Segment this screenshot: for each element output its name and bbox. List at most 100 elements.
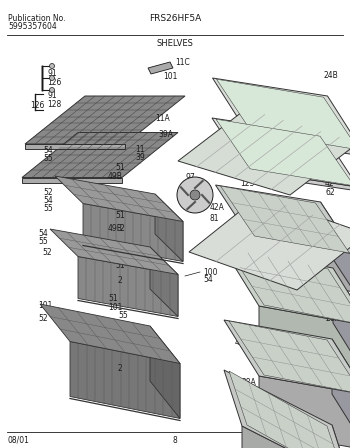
Text: 81: 81 [210,214,219,223]
Polygon shape [332,339,350,448]
Text: 91: 91 [47,69,57,78]
Text: 51: 51 [115,163,125,172]
Polygon shape [212,118,350,187]
Text: 47: 47 [225,238,235,247]
Polygon shape [332,425,350,448]
Polygon shape [217,79,350,150]
Polygon shape [40,304,180,363]
Text: 52: 52 [38,314,48,323]
Text: 51: 51 [115,211,125,220]
Polygon shape [333,268,350,381]
Text: 100: 100 [203,267,217,276]
Polygon shape [224,320,350,395]
Polygon shape [242,426,350,448]
Text: 55: 55 [118,310,128,319]
Text: 101: 101 [163,72,177,81]
Text: 39A: 39A [158,129,173,138]
Polygon shape [216,185,350,254]
Text: 24: 24 [323,113,332,122]
Text: 52: 52 [42,247,52,257]
Text: 27: 27 [248,388,258,397]
Polygon shape [25,144,125,149]
Text: 126: 126 [30,100,44,109]
Polygon shape [148,62,173,74]
Text: 42A: 42A [210,202,225,211]
Text: 54: 54 [38,228,48,237]
Polygon shape [229,321,350,394]
Polygon shape [246,170,350,191]
Text: 11C: 11C [175,57,190,66]
Text: Publication No.: Publication No. [8,13,65,22]
Text: 39: 39 [135,152,145,161]
Polygon shape [83,203,183,262]
Text: 11: 11 [135,145,145,154]
Polygon shape [55,176,183,221]
Text: 20: 20 [252,246,262,254]
Polygon shape [155,194,183,262]
Polygon shape [321,202,350,292]
Text: 47A: 47A [235,337,250,346]
Circle shape [49,64,55,69]
Circle shape [177,177,213,213]
Polygon shape [259,306,350,381]
Text: 126: 126 [47,78,61,86]
Text: FRS26HF5A: FRS26HF5A [149,13,201,22]
Polygon shape [22,177,122,182]
Text: 8: 8 [173,435,177,444]
Text: 128: 128 [47,99,61,108]
Text: 42: 42 [325,178,335,188]
Polygon shape [250,237,350,292]
Circle shape [49,87,55,92]
Text: 123: 123 [240,178,254,188]
Text: 5995357604: 5995357604 [8,22,57,30]
Text: 2: 2 [118,276,123,284]
Text: 49: 49 [115,323,125,332]
Polygon shape [229,371,345,448]
Polygon shape [189,196,350,290]
Text: 26A: 26A [325,240,340,249]
Text: 51: 51 [115,260,125,270]
Polygon shape [150,326,180,418]
Polygon shape [259,376,350,448]
Polygon shape [247,133,350,156]
Text: 97: 97 [185,172,195,181]
Text: 62: 62 [325,188,335,197]
Polygon shape [70,341,180,418]
Text: 51: 51 [108,293,118,302]
Polygon shape [228,249,350,325]
Text: 101: 101 [38,301,52,310]
Circle shape [49,76,55,81]
Text: 54: 54 [203,275,213,284]
Polygon shape [212,78,350,151]
Text: 55: 55 [43,154,53,163]
Text: 91: 91 [47,90,57,99]
Text: 24A: 24A [323,151,338,159]
Polygon shape [220,186,350,253]
Text: 101: 101 [108,302,122,311]
Polygon shape [25,96,185,144]
Text: 2: 2 [120,224,125,233]
Text: N565BE8CB0: N565BE8CB0 [296,433,342,439]
Text: 11A: 11A [155,113,170,122]
Text: 54: 54 [43,195,53,204]
Text: 49B: 49B [108,224,123,233]
Polygon shape [178,109,350,195]
Polygon shape [22,133,178,177]
Text: 55: 55 [38,237,48,246]
Text: 26A: 26A [325,314,340,323]
Text: 50: 50 [325,249,335,258]
Text: 28A: 28A [242,378,257,387]
Polygon shape [150,247,178,316]
Text: 52: 52 [43,188,52,197]
Text: SHELVES: SHELVES [156,39,194,47]
Polygon shape [50,229,178,275]
Text: 49B: 49B [108,172,123,181]
Text: 55: 55 [43,203,53,212]
Text: 2: 2 [118,363,123,372]
Circle shape [190,190,200,200]
Polygon shape [223,248,350,326]
Text: 54: 54 [43,146,53,155]
Polygon shape [224,370,350,448]
Polygon shape [216,119,350,186]
Text: 24B: 24B [323,70,338,79]
